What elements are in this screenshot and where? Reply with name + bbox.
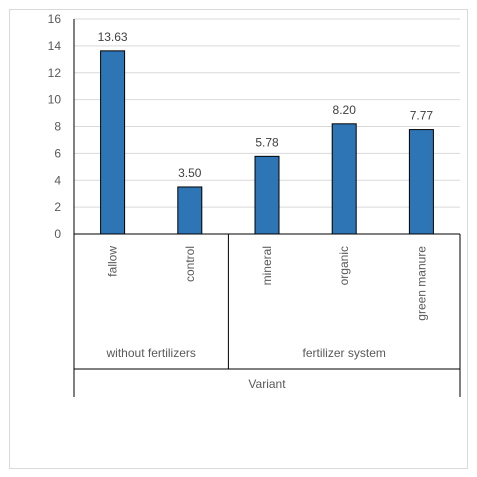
gridlines — [74, 18, 460, 208]
bar-mineral — [254, 155, 280, 235]
y-tick-label: 8 — [54, 120, 61, 134]
y-tick-label: 14 — [48, 39, 62, 53]
y-axis-ticks: 0 2 4 6 8 10 12 14 16 — [48, 12, 75, 241]
x-category-label: organic — [337, 246, 351, 285]
y-tick-label: 10 — [48, 93, 62, 107]
x-category-label: mineral — [260, 246, 274, 285]
data-label: 7.77 — [410, 109, 434, 123]
x-group-label: fertilizer system — [303, 346, 386, 360]
data-labels: 13.63 3.50 5.78 8.20 7.77 — [98, 30, 434, 180]
chart-frame — [9, 9, 468, 469]
bar-green-manure — [408, 129, 434, 235]
data-label: 13.63 — [98, 30, 128, 44]
bar-organic — [331, 123, 357, 235]
y-tick-label: 16 — [48, 12, 62, 26]
data-label: 3.50 — [178, 166, 202, 180]
data-label: 8.20 — [333, 103, 357, 117]
bar-control — [177, 186, 203, 235]
x-category-label: green manure — [414, 246, 428, 321]
x-group-label: without fertilizers — [106, 346, 196, 360]
x-category-label: fallow — [106, 246, 120, 277]
x-category-label: control — [183, 246, 197, 282]
x-axis-label: Variant — [248, 377, 286, 391]
data-label: 5.78 — [255, 135, 279, 149]
x-axis: fallow control mineral organic green manure w… — [73, 233, 461, 397]
y-tick-label: 6 — [54, 146, 61, 160]
y-tick-label: 12 — [48, 66, 62, 80]
bar-fallow — [100, 50, 126, 235]
y-tick-label: 0 — [54, 227, 61, 241]
y-tick-label: 2 — [54, 200, 61, 214]
y-tick-label: 4 — [54, 173, 61, 187]
